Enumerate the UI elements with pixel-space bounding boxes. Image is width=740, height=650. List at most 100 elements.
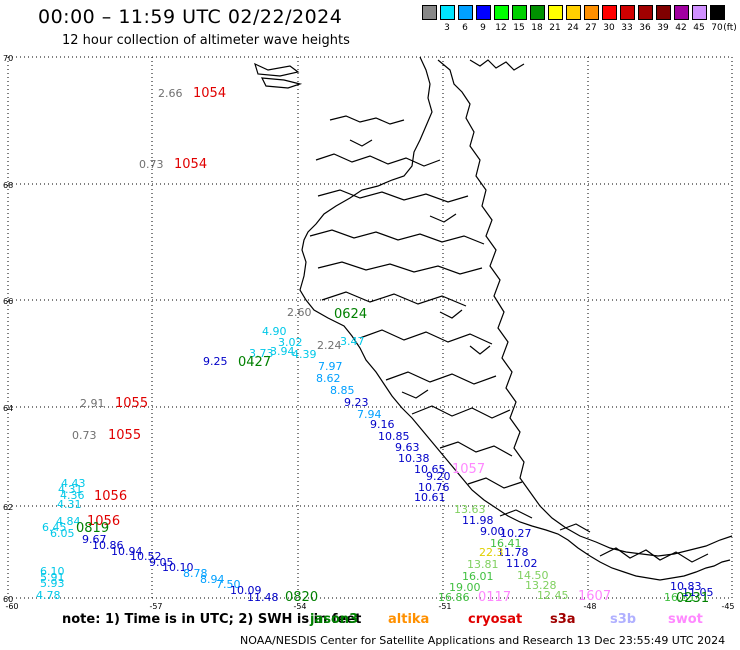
color-swatch xyxy=(710,5,725,20)
wave-height-value: 11.78 xyxy=(497,546,529,559)
wave-height-value: 10.94 xyxy=(111,545,143,558)
color-scale-unit: (ft) xyxy=(723,23,737,33)
wave-height-value: 11.48 xyxy=(247,591,279,604)
lat-label: 60 xyxy=(3,595,13,604)
pass-time-label: 0624 xyxy=(334,307,367,322)
wave-height-value: 5.93 xyxy=(40,577,65,590)
color-swatch xyxy=(692,5,707,20)
lat-label: 68 xyxy=(3,181,13,190)
wave-height-value: 16.01 xyxy=(462,570,494,583)
color-scale-label: 45 xyxy=(693,23,705,33)
wave-height-value: 4.43 xyxy=(61,477,86,490)
color-swatch xyxy=(494,5,509,20)
note-text: note: 1) Time is in UTC; 2) SWH is in fe… xyxy=(62,612,362,627)
wave-height-value: 4.84 xyxy=(56,515,81,528)
wave-height-value: 3.47 xyxy=(340,335,365,348)
color-scale-label: 39 xyxy=(657,23,669,33)
longitude-labels: -60 -57 -54 -51 -48 -45 xyxy=(5,602,734,611)
lat-label: 66 xyxy=(3,297,13,306)
wave-height-value: 2.66 xyxy=(158,87,183,100)
wave-height-value: 10.65 xyxy=(414,463,446,476)
wave-height-labels: 2.66 0.73 2.60 2.91 0.73 2.24 4.903.02 3.733.94… xyxy=(36,87,714,604)
color-scale-label: 6 xyxy=(462,23,468,33)
wave-height-value: 5.91 xyxy=(40,571,65,584)
wave-height-value: 8.78 xyxy=(183,567,208,580)
wave-height-value: 10.10 xyxy=(162,561,194,574)
color-swatch xyxy=(422,5,437,20)
legend-note: note: 1) Time is in UTC; 2) SWH is in fe… xyxy=(62,612,361,627)
color-scale-label: 15 xyxy=(513,23,525,33)
pass-time-label: 1056 xyxy=(87,514,120,529)
satellite-legend-item: jason3 xyxy=(310,612,359,627)
wave-height-value: 4.36 xyxy=(60,489,85,502)
lon-label: -48 xyxy=(583,602,596,611)
wave-height-value: 10.61 xyxy=(414,491,446,504)
color-swatch xyxy=(512,5,527,20)
wave-height-value: 9.23 xyxy=(344,396,369,409)
pass-time-label: 0231 xyxy=(676,591,709,606)
chart-title: 00:00 – 11:59 UTC 02/22/2024 xyxy=(38,6,343,28)
wave-height-value: 10.86 xyxy=(92,539,124,552)
wave-height-value: 10.83 xyxy=(670,580,702,593)
wave-height-value: 9.00 xyxy=(480,525,505,538)
wave-height-value: 7.50 xyxy=(216,578,241,591)
pass-time-label: 1056 xyxy=(94,489,127,504)
lon-label: -51 xyxy=(438,602,451,611)
color-scale-label: 30 xyxy=(603,23,615,33)
pass-time-label: 1054 xyxy=(174,157,207,172)
color-scale-label: 3 xyxy=(444,23,450,33)
wave-height-value: 6.10 xyxy=(40,565,65,578)
lon-label: -45 xyxy=(721,602,734,611)
wave-height-value: 9.16 xyxy=(370,418,395,431)
wave-height-value: 11.02 xyxy=(506,557,538,570)
lon-label: -60 xyxy=(5,602,18,611)
wave-height-value: 9.20 xyxy=(426,470,451,483)
satellite-legend-item: swot xyxy=(668,612,703,627)
wave-height-value: 4.78 xyxy=(36,589,61,602)
color-swatch xyxy=(566,5,581,20)
wave-height-value: 7.94 xyxy=(357,408,382,421)
wave-height-value: 9.67 xyxy=(82,533,107,546)
color-scale-label: 27 xyxy=(585,23,597,33)
wave-height-value: 13.28 xyxy=(525,579,557,592)
pass-time-label: 0819 xyxy=(76,521,109,536)
pass-time-label: 0820 xyxy=(285,590,318,605)
pass-time-labels: 1054 1054 1055 1055 1056 1056 0624 0427 0819 0820… xyxy=(76,86,709,606)
wave-height-value: 2.60 xyxy=(287,306,312,319)
wave-height-value: 4.90 xyxy=(262,325,287,338)
wave-height-value: 14.50 xyxy=(517,569,549,582)
wave-height-value: 10.27 xyxy=(500,527,532,540)
satellite-legend-item: s3a xyxy=(550,612,576,627)
wave-height-value: 8.62 xyxy=(316,372,341,385)
wave-height-value: 13.81 xyxy=(467,558,499,571)
pass-time-label: 1055 xyxy=(115,396,148,411)
satellite-legend-item: altika xyxy=(388,612,430,627)
pass-time-label: 1055 xyxy=(108,428,141,443)
lat-label: 62 xyxy=(3,503,13,512)
wave-height-value: 9.25 xyxy=(203,355,228,368)
graticule xyxy=(7,56,733,599)
color-scale-label: 18 xyxy=(531,23,543,33)
wave-height-value: 3.73 xyxy=(249,347,274,360)
wave-height-value: 9.05 xyxy=(149,556,174,569)
latitude-labels: 70 68 66 64 62 60 xyxy=(3,54,13,604)
wave-height-value: 19.00 xyxy=(449,581,481,594)
color-swatch xyxy=(548,5,563,20)
wave-height-value: 4.31 xyxy=(58,483,83,496)
pass-time-label: 0117 xyxy=(478,590,511,605)
color-scale-label: 33 xyxy=(621,23,633,33)
wave-height-value: 0.73 xyxy=(139,158,164,171)
chart-subtitle: 12 hour collection of altimeter wave hei… xyxy=(62,33,350,48)
wave-height-value: 2.91 xyxy=(80,397,105,410)
lon-label: -57 xyxy=(149,602,162,611)
wave-height-value: 0.73 xyxy=(72,429,97,442)
color-swatch xyxy=(584,5,599,20)
wave-height-value: 4.31 xyxy=(57,498,82,511)
color-swatch xyxy=(674,5,689,20)
wave-height-value: 16.41 xyxy=(490,537,522,550)
greenland-coastline xyxy=(254,56,733,581)
color-swatch xyxy=(458,5,473,20)
wave-height-value: 7.97 xyxy=(318,360,343,373)
wave-height-value: 10.09 xyxy=(230,584,262,597)
